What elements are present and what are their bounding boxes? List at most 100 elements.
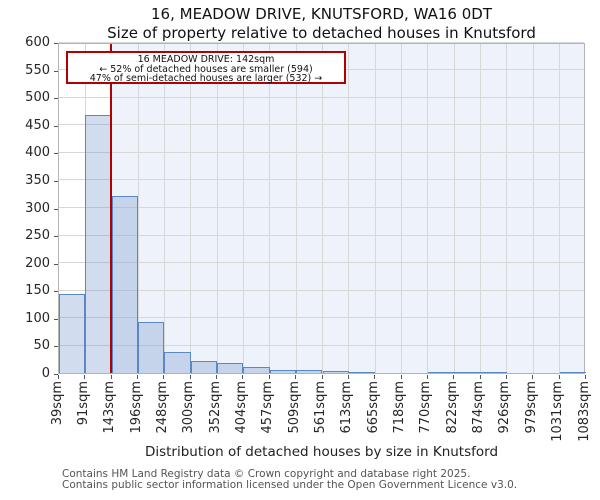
x-tick-mark (585, 375, 586, 379)
h-grid-line (59, 344, 584, 346)
histogram-bar (322, 371, 349, 373)
v-grid-line (559, 44, 561, 373)
annotation-box: 16 MEADOW DRIVE: 142sqm ← 52% of detache… (66, 51, 346, 84)
y-tick-mark (54, 236, 58, 238)
x-tick-mark (347, 375, 349, 379)
v-grid-line (190, 44, 192, 373)
histogram-bar (111, 196, 139, 373)
x-tick-label: 874sqm (471, 381, 487, 434)
x-tick-mark (58, 375, 59, 379)
y-tick-mark (54, 318, 58, 320)
y-tick-mark (54, 291, 58, 293)
x-tick-mark (189, 375, 191, 379)
y-tick-mark (54, 208, 58, 210)
h-grid-line (59, 124, 584, 126)
v-grid-line (322, 44, 323, 373)
x-tick-label: 39sqm (49, 381, 65, 426)
histogram-bar (427, 371, 455, 373)
x-tick-mark (268, 375, 270, 379)
y-tick-label: 0 (41, 366, 50, 381)
x-tick-mark (558, 375, 560, 379)
v-grid-line (480, 44, 482, 373)
x-tick-mark (453, 375, 455, 379)
x-tick-label: 561sqm (313, 381, 328, 434)
x-tick-mark (479, 375, 481, 379)
histogram-bar (164, 351, 191, 373)
x-tick-mark (84, 375, 86, 379)
histogram-bar (217, 362, 244, 373)
x-tick-mark (374, 375, 376, 379)
x-tick-label: 404sqm (233, 381, 249, 434)
x-tick-label: 665sqm (365, 381, 381, 434)
v-grid-line (137, 44, 139, 373)
v-grid-line (269, 44, 271, 373)
histogram-bar (480, 371, 507, 373)
y-tick-label: 550 (25, 62, 50, 78)
x-tick-mark (295, 375, 297, 379)
y-tick-mark (54, 263, 58, 265)
y-tick-label: 200 (25, 255, 50, 271)
page-subtitle: Size of property relative to detached ho… (107, 24, 536, 42)
y-tick-mark (54, 153, 58, 155)
h-grid-line (59, 207, 584, 208)
x-tick-mark (137, 375, 139, 379)
x-tick-mark (242, 375, 244, 379)
annotation-larger-text: 47% of semi-detached houses are larger (… (89, 73, 323, 85)
x-tick-label: 1031sqm (550, 381, 566, 442)
v-grid-line (532, 44, 534, 373)
y-tick-mark (54, 70, 58, 72)
v-grid-line (242, 44, 244, 373)
x-tick-label: 979sqm (523, 381, 539, 434)
h-grid-line (59, 179, 584, 181)
histogram-bar (243, 367, 270, 373)
h-grid-line (59, 262, 584, 264)
v-grid-line (506, 44, 508, 373)
v-grid-line (163, 44, 165, 373)
h-grid-line (59, 234, 584, 236)
histogram-bar (296, 369, 323, 373)
v-grid-line (453, 44, 455, 373)
x-tick-label: 509sqm (286, 381, 302, 434)
x-tick-mark (321, 375, 323, 379)
x-tick-label: 822sqm (444, 381, 460, 434)
histogram-bar (348, 372, 376, 373)
v-grid-line (427, 44, 429, 373)
x-tick-label: 770sqm (418, 381, 434, 434)
x-tick-label: 248sqm (154, 381, 170, 434)
v-grid-line (216, 44, 218, 373)
histogram-bar (59, 294, 86, 373)
y-tick-label: 400 (25, 145, 50, 161)
y-tick-label: 600 (25, 35, 50, 50)
x-tick-mark (110, 375, 112, 379)
histogram-bar (190, 360, 218, 373)
y-tick-label: 50 (33, 338, 50, 354)
y-tick-mark (54, 43, 58, 44)
h-grid-line (59, 96, 584, 98)
v-grid-line (374, 44, 376, 373)
x-tick-mark (505, 375, 507, 379)
x-tick-mark (400, 375, 402, 379)
v-grid-line (401, 44, 403, 373)
histogram-bar (269, 370, 297, 373)
x-tick-label: 718sqm (392, 381, 408, 434)
y-tick-label: 250 (25, 228, 50, 244)
page-title: 16, MEADOW DRIVE, KNUTSFORD, WA16 0DT (151, 5, 492, 23)
x-tick-label: 1083sqm (576, 381, 592, 442)
histogram-plot (58, 41, 586, 374)
x-tick-mark (532, 375, 534, 379)
property-size-marker-line (109, 44, 112, 373)
x-tick-mark (163, 375, 165, 379)
y-tick-label: 450 (25, 117, 50, 133)
h-grid-line (59, 289, 584, 291)
y-tick-label: 350 (25, 172, 50, 188)
annotation-title: 16 MEADOW DRIVE: 142sqm (137, 54, 275, 65)
x-tick-label: 352sqm (207, 381, 223, 434)
histogram-bar (85, 115, 112, 373)
footer-line-2: Contains public sector information licen… (62, 479, 518, 491)
y-tick-label: 100 (25, 310, 50, 326)
v-grid-line (348, 44, 350, 373)
y-tick-label: 300 (25, 200, 50, 216)
x-tick-label: 143sqm (102, 381, 118, 434)
x-tick-mark (426, 375, 428, 379)
x-axis-label: Distribution of detached houses by size … (144, 444, 499, 460)
